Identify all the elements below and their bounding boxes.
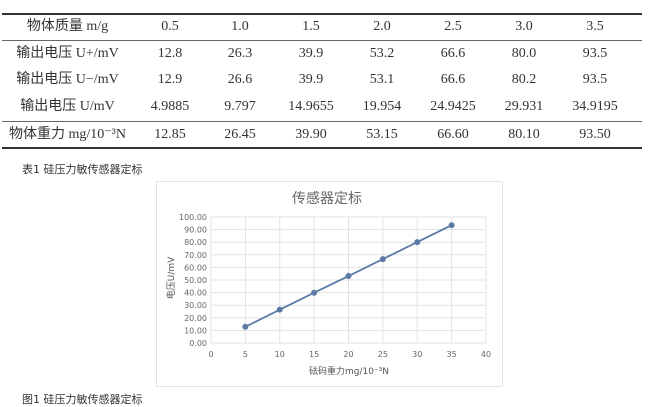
table-rule (2, 40, 642, 41)
table-cell: 26.3 (227, 46, 253, 61)
table-cell: 66.6 (440, 72, 466, 87)
data-point (414, 239, 421, 246)
y-tick-label: 90.00 (184, 226, 207, 235)
table-caption: 表1 硅压力敏传感器定标 (22, 163, 143, 176)
table-cell: 53.15 (366, 127, 398, 142)
x-tick-label: 25 (378, 350, 388, 359)
y-tick-label: 50.00 (184, 276, 207, 285)
table-cell: 3.5 (586, 19, 604, 34)
table-cell: 12.9 (157, 72, 183, 87)
table-cell: 93.5 (582, 72, 608, 87)
y-axis-label: 电压U/mV (165, 256, 177, 299)
row-label: 物体质量 m/g (26, 19, 109, 34)
table-rule (2, 13, 642, 15)
chart-svg: 传感器定标 砝码重力mg/10⁻³N 电压U/mV 0.00 10.00 20.00… (165, 190, 491, 377)
data-point (448, 222, 455, 229)
table-cell: 2.5 (444, 19, 462, 34)
y-tick-label: 80.00 (184, 238, 207, 247)
y-tick-label: 30.00 (184, 301, 207, 310)
y-tick-label: 70.00 (184, 251, 207, 260)
y-tick-label: 40.00 (184, 289, 207, 298)
table-cell: 93.5 (582, 46, 608, 61)
table-cell: 26.6 (227, 72, 253, 87)
x-tick-label: 15 (309, 350, 319, 359)
table-cell: 26.45 (224, 127, 256, 142)
data-point (242, 323, 249, 330)
table-cell: 66.60 (437, 127, 469, 142)
data-point (345, 273, 352, 280)
table-cell: 4.9885 (150, 99, 190, 114)
y-tick-label: 100.00 (179, 213, 207, 222)
table-cell: 34.9195 (572, 99, 618, 114)
table-cell: 0.5 (161, 19, 179, 34)
x-tick-label: 30 (412, 350, 422, 359)
chart: 传感器定标 砝码重力mg/10⁻³N 电压U/mV 0.00 10.00 20.00… (156, 181, 503, 387)
table-cell: 29.931 (504, 99, 544, 114)
x-tick-label: 5 (243, 350, 248, 359)
table-rule (2, 121, 642, 122)
x-axis-label: 砝码重力mg/10⁻³N (309, 365, 389, 377)
y-tick-label: 0.00 (189, 339, 207, 348)
table-cell: 9.797 (224, 99, 256, 114)
table-cell: 66.6 (440, 46, 466, 61)
x-tick-label: 20 (343, 350, 353, 359)
table-cell: 39.90 (295, 127, 327, 142)
data-point (276, 306, 283, 313)
table-cell: 53.2 (369, 46, 395, 61)
row-label: 物体重力 mg/10⁻³N (9, 127, 126, 142)
table-rule (2, 147, 642, 149)
row-label: 输出电压 U/mV (20, 99, 115, 114)
row-label: 输出电压 U−/mV (16, 72, 119, 87)
data-point (379, 256, 386, 263)
table-cell: 14.9655 (288, 99, 334, 114)
figure-caption: 图1 硅压力敏传感器定标 (22, 393, 143, 406)
table-cell: 80.10 (508, 127, 540, 142)
table-cell: 12.8 (157, 46, 183, 61)
table-cell: 19.954 (362, 99, 402, 114)
table-cell: 1.0 (231, 19, 249, 34)
table-cell: 3.0 (515, 19, 533, 34)
y-tick-label: 20.00 (184, 314, 207, 323)
x-tick-label: 35 (447, 350, 457, 359)
table-cell: 2.0 (373, 19, 391, 34)
chart-title: 传感器定标 (292, 190, 362, 207)
row-label: 输出电压 U+/mV (16, 46, 119, 61)
table-cell: 39.9 (298, 72, 324, 87)
table-cell: 93.50 (579, 127, 611, 142)
table-cell: 80.0 (511, 46, 537, 61)
x-tick-label: 40 (481, 350, 491, 359)
table-cell: 12.85 (154, 127, 186, 142)
x-tick-label: 0 (208, 350, 213, 359)
table-cell: 1.5 (302, 19, 320, 34)
data-point (311, 289, 318, 296)
table-cell: 53.1 (369, 72, 395, 87)
x-tick-label: 10 (275, 350, 285, 359)
y-tick-label: 10.00 (184, 326, 207, 335)
table-cell: 80.2 (511, 72, 537, 87)
table-cell: 24.9425 (430, 99, 476, 114)
table-cell: 39.9 (298, 46, 324, 61)
y-tick-label: 60.00 (184, 263, 207, 272)
